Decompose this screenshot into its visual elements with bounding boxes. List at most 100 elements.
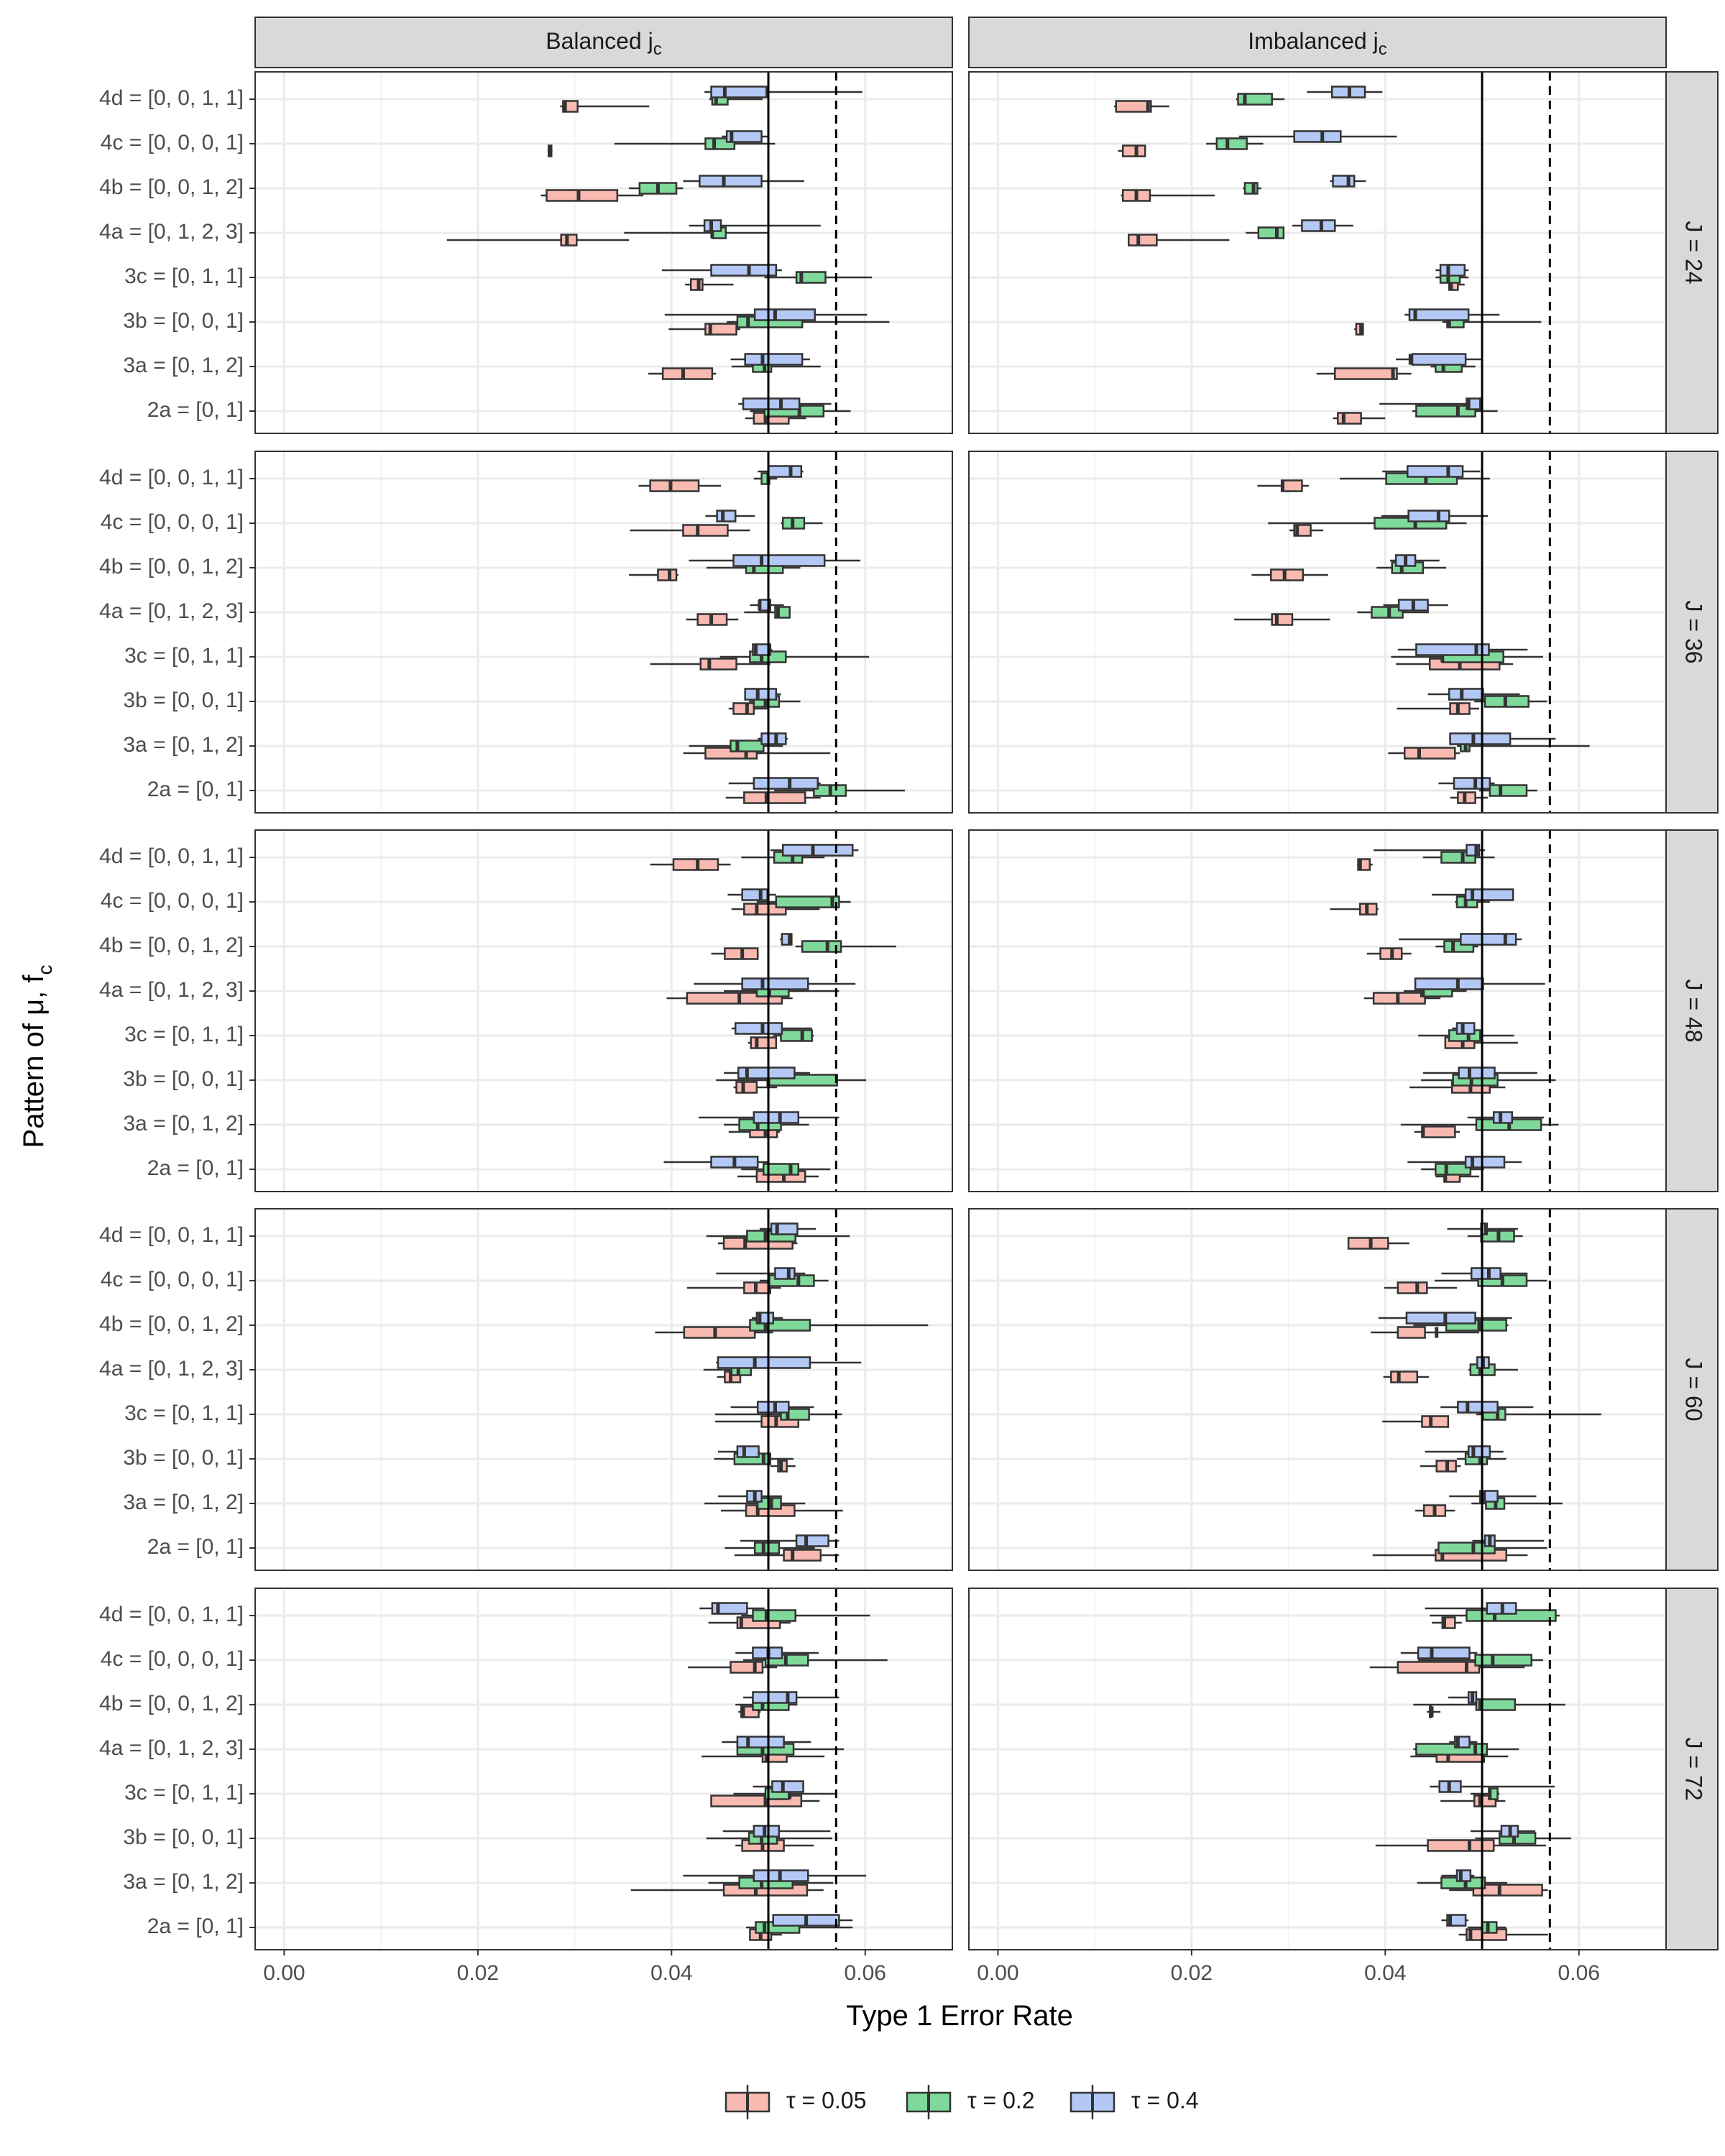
box-tau-0-4 — [1441, 1267, 1528, 1280]
row-strip — [1665, 829, 1719, 1192]
column-strip-label: Balanced jc — [546, 28, 661, 59]
panel-border — [968, 829, 1667, 1192]
box-iqr — [1397, 1281, 1428, 1294]
box-iqr — [711, 1602, 748, 1615]
box-iqr — [1427, 1839, 1495, 1852]
box-iqr — [753, 1542, 781, 1554]
y-tick-label: 4d = [0, 0, 1, 1] — [99, 844, 244, 868]
box-tau-0-2 — [1478, 784, 1537, 797]
panel: 4d = [0, 0, 1, 1] 4c = [0, 0, 0, 1] 4b = [… — [99, 1588, 953, 1985]
box-tau-0-2 — [1467, 1230, 1523, 1243]
box-iqr — [1371, 606, 1404, 619]
box-iqr — [752, 1609, 796, 1622]
box-iqr — [770, 1222, 799, 1235]
y-tick-label: 3c = [0, 1, 1] — [124, 1401, 244, 1425]
box-iqr — [1475, 1698, 1517, 1711]
box-tau-0-4 — [1448, 1691, 1478, 1704]
panel-border — [968, 451, 1667, 814]
row-strip — [1665, 451, 1719, 814]
box-tau-0-4 — [1399, 933, 1522, 946]
box-tau-0-4 — [1440, 1401, 1534, 1414]
box-iqr — [1347, 1237, 1389, 1250]
panel: 4d = [0, 0, 1, 1] 4c = [0, 0, 0, 1] 4b = [… — [99, 1208, 953, 1571]
box-tau-0-05 — [1234, 613, 1330, 626]
box-iqr — [756, 1401, 790, 1414]
box-tau-0-2 — [1243, 182, 1261, 195]
y-tick-label: 3a = [0, 1, 2] — [123, 354, 244, 377]
box-iqr — [725, 130, 763, 143]
box-iqr — [742, 397, 801, 410]
box-tau-0-4 — [1430, 1780, 1555, 1793]
panel-background — [969, 451, 1666, 813]
box-tau-0-4 — [1449, 1736, 1478, 1749]
box-tau-0-05 — [1388, 747, 1460, 760]
column-strip-label-sub: c — [653, 40, 662, 59]
y-tick-label: 4c = [0, 0, 0, 1] — [101, 1647, 244, 1671]
box-iqr — [1435, 1163, 1472, 1176]
box-iqr — [744, 688, 778, 701]
box-iqr — [690, 278, 704, 291]
box-tau-0-4 — [716, 1267, 806, 1280]
y-tick-label: 3c = [0, 1, 1] — [124, 644, 244, 668]
box-iqr — [734, 1022, 783, 1035]
box-tau-0-4 — [1425, 1445, 1504, 1458]
box-tau-0-4 — [1452, 1022, 1476, 1035]
y-tick-label: 4d = [0, 0, 1, 1] — [99, 1223, 244, 1247]
x-tick-label: 0.00 — [977, 1961, 1018, 1985]
box-tau-0-4 — [694, 977, 856, 990]
box-tau-0-05 — [1414, 1125, 1460, 1138]
box-tau-0-05 — [770, 1460, 796, 1473]
box-iqr — [683, 1326, 756, 1339]
x-tick-label: 0.06 — [845, 1961, 886, 1985]
box-iqr — [735, 1081, 758, 1094]
x-tick-label: 0.00 — [263, 1961, 305, 1985]
box-tau-0-4 — [1307, 86, 1383, 98]
box-tau-0-4 — [770, 844, 859, 857]
box-tau-0-05 — [1382, 1415, 1450, 1428]
y-tick-label: 4a = [0, 1, 2, 3] — [99, 599, 244, 623]
box-tau-0-4 — [1470, 1825, 1536, 1838]
panel-border — [968, 1588, 1667, 1950]
box-tau-0-4 — [717, 1490, 782, 1503]
box-iqr — [753, 1825, 781, 1838]
legend-label: τ = 0.4 — [1131, 2087, 1199, 2113]
panel-background — [255, 1588, 952, 1950]
box-tau-0-2 — [1246, 226, 1285, 239]
box-tau-0-05 — [728, 702, 768, 715]
box-iqr — [1421, 1415, 1450, 1428]
box-tau-0-2 — [1357, 606, 1429, 619]
box-tau-0-4 — [722, 1825, 831, 1838]
box-iqr — [1405, 1312, 1476, 1325]
box-tau-0-4 — [744, 688, 781, 701]
box-iqr — [699, 658, 737, 671]
y-tick-label: 4a = [0, 1, 2, 3] — [99, 1357, 244, 1381]
box-iqr — [1243, 182, 1259, 195]
box-iqr — [1455, 1022, 1476, 1035]
box-tau-0-4 — [1382, 465, 1481, 478]
x-tick-label: 0.02 — [457, 1961, 499, 1985]
box-tau-0-05 — [1450, 791, 1489, 804]
y-tick-label: 4d = [0, 0, 1, 1] — [99, 86, 244, 110]
y-tick-label: 4a = [0, 1, 2, 3] — [99, 220, 244, 244]
box-iqr — [760, 732, 787, 745]
box-tau-0-2 — [774, 784, 905, 797]
box-iqr — [657, 568, 678, 581]
y-tick-label: 4a = [0, 1, 2, 3] — [99, 1736, 244, 1760]
box-iqr — [736, 1736, 785, 1749]
box-tau-0-4 — [1435, 264, 1469, 277]
panel — [968, 71, 1667, 434]
y-tick-label: 2a = [0, 1] — [147, 1156, 244, 1180]
box-tau-0-2 — [1467, 1921, 1506, 1934]
panel: 4d = [0, 0, 1, 1] 4c = [0, 0, 0, 1] 4b = [… — [99, 451, 953, 814]
box-iqr — [771, 1780, 804, 1793]
box-iqr — [1464, 1156, 1506, 1169]
box-tau-0-4 — [1476, 1356, 1490, 1369]
y-tick-label: 3c = [0, 1, 1] — [124, 1023, 244, 1046]
box-tau-0-05 — [1384, 1281, 1457, 1294]
row-strip-label: J = 24 — [1681, 221, 1707, 284]
row-strip — [1665, 71, 1719, 434]
box-tau-0-2 — [1236, 93, 1285, 106]
box-iqr — [710, 86, 768, 98]
box-tau-0-2 — [1418, 1654, 1543, 1667]
y-tick-label: 4c = [0, 0, 0, 1] — [101, 510, 244, 534]
